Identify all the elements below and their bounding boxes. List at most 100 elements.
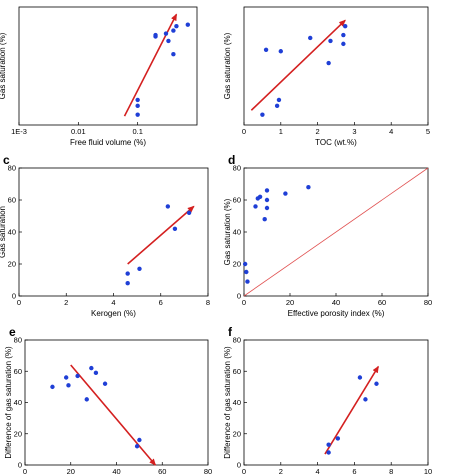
x-tick-label: 3 — [352, 127, 356, 136]
data-point — [135, 97, 140, 103]
data-point — [276, 97, 282, 103]
plot-frame — [24, 339, 209, 466]
x-tick-label: 4 — [111, 298, 115, 307]
x-tick-label: 6 — [352, 467, 356, 474]
data-point — [93, 370, 99, 376]
trend-arrow — [127, 205, 195, 265]
y-axis-title: Gas saturation — [0, 206, 7, 258]
y-axis-title: Difference of gas saturation (%) — [223, 346, 232, 459]
data-point — [166, 38, 171, 44]
x-tick-label: 20 — [286, 298, 294, 307]
data-point — [137, 437, 142, 443]
data-point — [257, 194, 263, 199]
x-tick-label: 60 — [158, 467, 166, 474]
plot-frame — [18, 167, 209, 297]
data-point — [171, 28, 176, 33]
data-point — [308, 35, 313, 41]
data-point — [125, 281, 130, 286]
x-tick-label: 0 — [242, 298, 246, 307]
trend-arrow — [250, 19, 346, 111]
y-tick-label: 60 — [14, 367, 22, 376]
x-axis-title: Free fluid volume (%) — [70, 138, 146, 147]
data-point — [343, 23, 348, 29]
data-point — [245, 279, 250, 284]
x-tick-label: 80 — [204, 467, 212, 474]
plot-frame — [18, 6, 198, 126]
y-tick-label: 60 — [233, 367, 241, 376]
y-axis-title: Difference of gas saturation (%) — [4, 346, 13, 459]
x-axis-title: Kerogen (%) — [91, 309, 136, 318]
data-point — [75, 373, 80, 379]
y-tick-label: 60 — [233, 196, 241, 205]
panel-letter: c — [3, 153, 10, 167]
data-point — [137, 266, 142, 271]
panel-4: 0 20 40 60 80 0 20 40 60 80 Effective porosity ind… — [223, 153, 432, 318]
data-point — [335, 436, 341, 441]
data-point — [264, 205, 270, 211]
trend-arrow — [123, 13, 178, 117]
y-axis-title: Gas saturation (%) — [223, 198, 232, 265]
x-tick-label: 10 — [424, 467, 432, 474]
y-tick-label: 80 — [14, 336, 22, 345]
x-tick-label: 6 — [159, 298, 163, 307]
y-tick-label: 0 — [237, 292, 241, 301]
data-point — [163, 31, 169, 36]
y-tick-label: 20 — [14, 429, 22, 438]
data-point — [186, 210, 192, 215]
data-point — [50, 384, 55, 390]
panel-2: 0 1 2 3 4 5 TOC (wt.%) Gas saturation (%) — [223, 6, 430, 147]
data-point — [172, 226, 178, 231]
x-tick-label: 80 — [424, 298, 432, 307]
data-point — [135, 103, 140, 109]
panel-1: 1E-3 0.01 0.1 Free fluid volume (%) Gas satu… — [0, 6, 198, 147]
data-point — [357, 375, 363, 380]
y-tick-label: 80 — [233, 164, 241, 173]
x-axis-title: Effective porosity index (%) — [288, 309, 385, 318]
x-tick-label: 60 — [378, 298, 386, 307]
y-tick-label: 20 — [233, 260, 241, 269]
y-tick-label: 40 — [14, 398, 22, 407]
x-tick-label: 20 — [67, 467, 75, 474]
data-point — [262, 217, 267, 222]
x-tick-label: 4 — [389, 127, 393, 136]
y-tick-label: 80 — [8, 164, 16, 173]
panel-letter: e — [9, 325, 16, 339]
data-point — [153, 32, 158, 38]
data-point — [341, 41, 346, 47]
panel-letter: d — [228, 153, 235, 167]
data-point — [125, 271, 130, 276]
data-point — [306, 185, 311, 190]
trend-arrow — [70, 364, 157, 466]
data-point — [283, 191, 288, 196]
data-point — [274, 103, 280, 109]
x-tick-label: 1E-3 — [11, 127, 27, 136]
y-tick-label: 20 — [233, 429, 241, 438]
x-tick-label: 0 — [23, 467, 27, 474]
plot-frame — [243, 6, 429, 126]
x-tick-label: 2 — [279, 467, 283, 474]
x-tick-label: 0 — [242, 127, 246, 136]
x-tick-label: 0.1 — [132, 127, 142, 136]
data-point — [242, 261, 248, 267]
data-point — [326, 450, 331, 455]
trend-arrow — [324, 365, 380, 455]
y-tick-label: 0 — [237, 461, 241, 470]
data-point — [260, 112, 265, 117]
x-tick-label: 0 — [242, 467, 246, 474]
data-point — [174, 23, 179, 29]
plot-frame — [243, 339, 429, 466]
data-point — [374, 381, 379, 386]
data-point — [278, 49, 283, 54]
data-point — [84, 397, 89, 402]
data-point — [341, 32, 346, 38]
data-point — [185, 22, 191, 27]
x-axis-title: TOC (wt.%) — [315, 138, 357, 147]
y-axis-title: Gas saturation (%) — [223, 32, 232, 99]
y-tick-label: 20 — [8, 260, 16, 269]
y-tick-label: 40 — [233, 398, 241, 407]
data-point — [171, 52, 176, 57]
x-tick-label: 40 — [112, 467, 120, 474]
